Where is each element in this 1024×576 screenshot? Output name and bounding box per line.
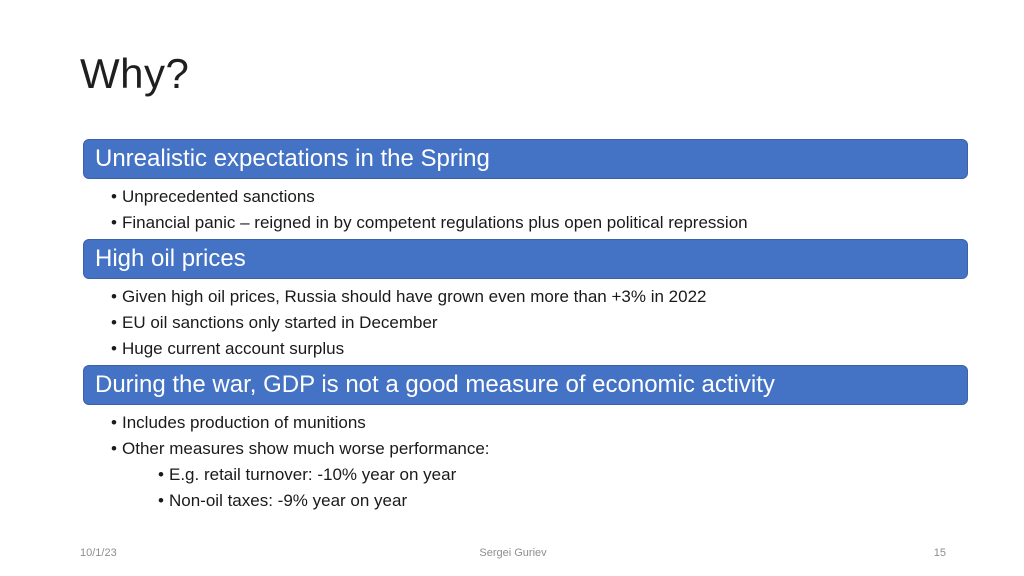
bullet-item: Huge current account surplus bbox=[83, 336, 968, 362]
bullet-list: Given high oil prices, Russia should hav… bbox=[83, 284, 968, 362]
slide-content: Unrealistic expectations in the Spring U… bbox=[83, 139, 968, 517]
bullet-item: Includes production of munitions bbox=[83, 410, 968, 436]
bullet-item-sub: E.g. retail turnover: -10% year on year bbox=[83, 462, 968, 488]
bullet-item: EU oil sanctions only started in Decembe… bbox=[83, 310, 968, 336]
section-header-gdp-not-good-measure: During the war, GDP is not a good measur… bbox=[83, 365, 968, 405]
bullet-item: Unprecedented sanctions bbox=[83, 184, 968, 210]
bullet-item: Given high oil prices, Russia should hav… bbox=[83, 284, 968, 310]
footer-author: Sergei Guriev bbox=[479, 547, 547, 559]
bullet-item: Other measures show much worse performan… bbox=[83, 436, 968, 462]
bullet-item: Financial panic – reigned in by competen… bbox=[83, 210, 968, 236]
bullet-list: Unprecedented sanctions Financial panic … bbox=[83, 184, 968, 236]
slide-title: Why? bbox=[80, 50, 190, 97]
section-header-high-oil-prices: High oil prices bbox=[83, 239, 968, 279]
footer-page-number: 15 bbox=[933, 547, 947, 559]
bullet-list: Includes production of munitions Other m… bbox=[83, 410, 968, 514]
footer-date: 10/1/23 bbox=[80, 547, 117, 559]
bullet-item-sub: Non-oil taxes: -9% year on year bbox=[83, 488, 968, 514]
section-header-unrealistic-expectations: Unrealistic expectations in the Spring bbox=[83, 139, 968, 179]
slide-footer: 10/1/23 Sergei Guriev 15 bbox=[80, 547, 946, 559]
